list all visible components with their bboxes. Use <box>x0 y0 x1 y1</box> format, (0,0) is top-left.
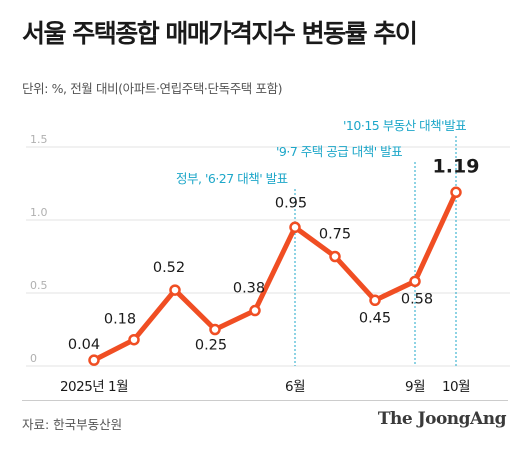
data-label: 0.38 <box>233 281 265 297</box>
series-line <box>91 189 459 363</box>
x-tick-label: 10월 <box>442 379 470 395</box>
y-tick-label: 1.5 <box>30 133 48 146</box>
data-point <box>329 250 341 263</box>
data-point <box>369 294 381 307</box>
annotation-label: 정부, '6·27 대책' 발표 <box>176 171 288 186</box>
brand-logo: The JoongAng <box>377 409 507 429</box>
x-tick-label: 9월 <box>405 379 425 395</box>
data-label: 0.25 <box>195 338 227 354</box>
y-tick-label: 1.0 <box>30 206 48 219</box>
data-point <box>128 333 140 346</box>
data-point <box>209 323 221 336</box>
y-tick-label: 0.5 <box>30 279 48 292</box>
data-label: 0.75 <box>319 227 351 243</box>
data-point <box>88 354 100 366</box>
x-tick-label: 2025년 1월 <box>60 379 128 395</box>
footer-divider <box>22 400 508 401</box>
page-title: 서울 주택종합 매매가격지수 변동률 추이 <box>22 19 418 48</box>
data-label: 0.04 <box>68 337 100 353</box>
data-label: 1.19 <box>433 155 480 177</box>
data-point <box>169 284 181 296</box>
y-tick-label: 0 <box>30 352 37 365</box>
data-point <box>289 221 301 234</box>
data-label: 0.18 <box>104 312 136 328</box>
data-point <box>450 186 462 199</box>
chart-subtitle: 단위: %, 전월 대비(아파트·연립주택·단독주택 포함) <box>22 81 283 96</box>
source-note: 자료: 한국부동산원 <box>22 417 123 432</box>
data-label: 0.95 <box>275 195 307 211</box>
data-point <box>409 275 421 288</box>
annotation-label: '10·15 부동산 대책'발표 <box>343 118 466 133</box>
data-label: 0.58 <box>401 291 433 307</box>
data-point <box>249 304 261 317</box>
x-tick-label: 6월 <box>285 379 305 395</box>
data-label: 0.52 <box>153 260 185 276</box>
annotation-label: '9·7 주택 공급 대책' 발표 <box>276 144 402 159</box>
data-label: 0.45 <box>359 310 391 326</box>
